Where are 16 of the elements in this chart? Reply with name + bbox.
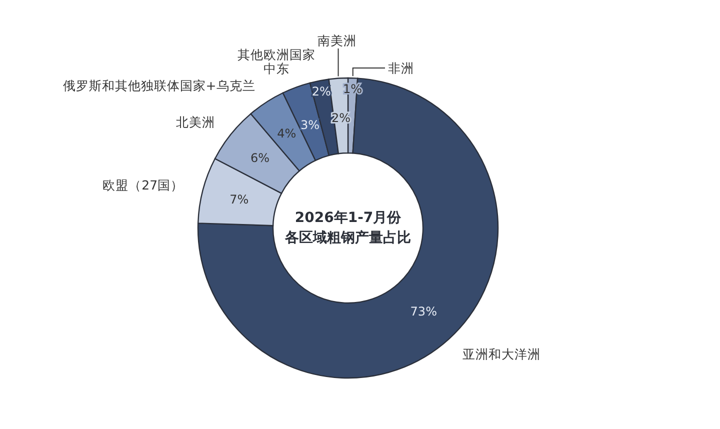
data-label: 3% [300,118,320,132]
slice-label: 欧盟（27国） [102,177,184,192]
slice-label: 其他欧洲国家 [238,46,316,62]
data-label: 4% [277,126,296,141]
data-label: 7% [230,192,249,206]
data-label: 6% [250,150,270,165]
slice-label: 亚洲和大洋洲 [462,346,540,362]
data-label: 73% [410,304,437,318]
data-label: 2% [312,84,331,99]
slice-label: 非洲 [388,60,414,76]
slice-label: 南美洲 [318,32,357,48]
slice-label: 俄罗斯和其他独联体国家+乌克兰 [62,78,256,94]
slice-label: 北美洲 [176,114,216,130]
slice-label: 中东 [263,60,290,76]
text: 各区域粗钢产量占比 [284,229,411,246]
text: 2026年1-7月份 [294,210,402,226]
